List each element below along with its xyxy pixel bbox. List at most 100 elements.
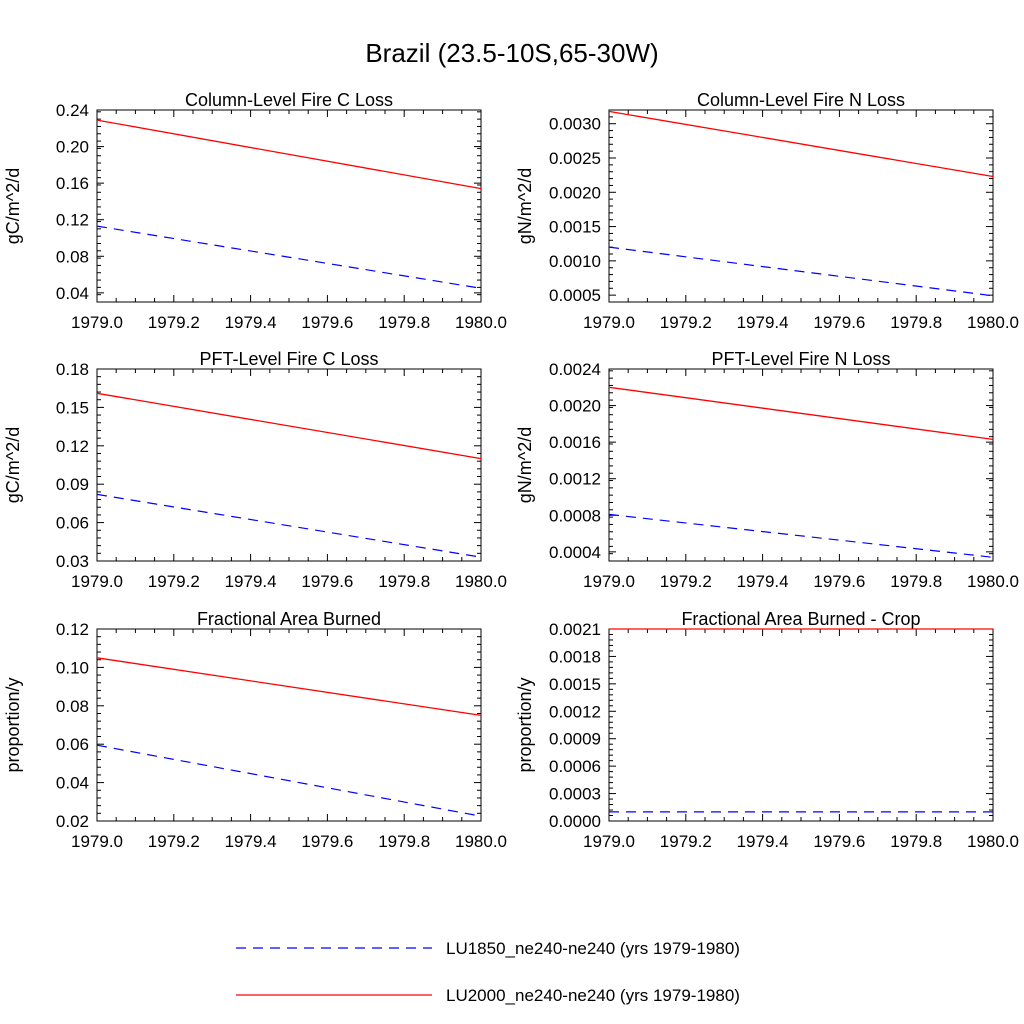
series-line-lu1850 [96,744,482,817]
y-axis-label: proportion/y [515,677,535,772]
x-tick-label: 1980.0 [455,832,507,851]
plot-frame [96,368,482,562]
legend-label-lu1850: LU1850_ne240-ne240 (yrs 1979-1980) [446,939,740,958]
x-tick-label: 1979.2 [148,572,200,591]
x-tick-label: 1979.2 [660,313,712,332]
plot-frame [608,368,994,562]
x-tick-label: 1979.2 [660,572,712,591]
legend-label-lu2000: LU2000_ne240-ne240 (yrs 1979-1980) [446,986,740,1005]
y-tick-label: 0.03 [56,552,89,571]
y-tick-label: 0.0009 [549,730,601,749]
panel-fractional-area-burned: Fractional Area Burned proportion/y 1979.0… [3,609,507,851]
x-tick-label: 1979.8 [378,572,430,591]
x-tick-label: 1979.0 [583,572,635,591]
x-tick-label: 1979.6 [813,313,865,332]
y-tick-label: 0.06 [56,514,89,533]
x-tick-label: 1979.8 [890,313,942,332]
panel-fractional-area-burned-crop: Fractional Area Burned - Crop proportion/… [515,609,1019,851]
y-tick-label: 0.04 [56,774,89,793]
y-tick-label: 0.12 [56,620,89,639]
x-tick-label: 1979.0 [583,832,635,851]
panel-title: PFT-Level Fire C Loss [199,349,378,369]
y-tick-label: 0.0025 [549,149,601,168]
y-tick-label: 0.0010 [549,252,601,271]
x-tick-label: 1979.0 [71,313,123,332]
x-tick-label: 1979.6 [301,572,353,591]
y-tick-label: 0.09 [56,475,89,494]
y-tick-label: 0.18 [56,360,89,379]
series-line-lu2000 [96,657,482,717]
y-tick-label: 0.0021 [549,620,601,639]
y-tick-label: 0.24 [56,101,89,120]
x-tick-label: 1979.4 [737,313,789,332]
y-axis-label: gC/m^2/d [3,168,23,244]
panel-pft-level-fire-n-loss: PFT-Level Fire N Loss gN/m^2/d 1979.0 1979.… [515,349,1019,591]
series-line-lu1850 [608,513,994,558]
x-tick-label: 1979.8 [378,832,430,851]
y-tick-label: 0.20 [56,138,89,157]
y-axis-label: gN/m^2/d [515,168,535,244]
x-tick-label: 1979.4 [225,313,277,332]
plot-frame [608,628,994,822]
x-tick-label: 1979.4 [737,832,789,851]
x-tick-label: 1979.6 [301,832,353,851]
panel-column-level-fire-c-loss: Column-Level Fire C Loss gC/m^2/d 1979.0 19… [3,90,507,332]
x-tick-label: 1979.2 [148,832,200,851]
y-tick-label: 0.12 [56,437,89,456]
x-tick-label: 1979.6 [813,832,865,851]
y-tick-label: 0.0012 [549,470,601,489]
y-axis-label: proportion/y [3,677,23,772]
series-line-lu2000 [608,386,994,441]
series-line-lu2000 [96,392,482,460]
plot-frame [608,109,994,303]
x-tick-label: 1979.8 [378,313,430,332]
x-tick-label: 1979.6 [813,572,865,591]
x-tick-label: 1979.4 [225,572,277,591]
x-tick-label: 1980.0 [967,572,1019,591]
x-tick-label: 1979.6 [301,313,353,332]
y-tick-label: 0.0004 [549,543,601,562]
series-line-lu1850 [608,246,994,297]
x-tick-label: 1979.0 [71,572,123,591]
y-tick-label: 0.06 [56,735,89,754]
x-tick-label: 1980.0 [967,313,1019,332]
y-tick-label: 0.0020 [549,183,601,202]
panel-title: Column-Level Fire C Loss [185,90,393,110]
panel-title: Fractional Area Burned - Crop [681,609,920,629]
y-tick-label: 0.0024 [549,360,601,379]
series-line-lu2000 [96,119,482,190]
y-tick-label: 0.0018 [549,647,601,666]
y-tick-label: 0.12 [56,211,89,230]
y-tick-label: 0.15 [56,398,89,417]
series-line-lu2000 [608,110,994,178]
y-tick-label: 0.0006 [549,757,601,776]
y-tick-label: 0.10 [56,658,89,677]
panel-title: Column-Level Fire N Loss [697,90,905,110]
panel-title: PFT-Level Fire N Loss [711,349,890,369]
panels: Column-Level Fire C Loss gC/m^2/d 1979.0 19… [3,90,1019,851]
y-tick-label: 0.08 [56,247,89,266]
legend: LU1850_ne240-ne240 (yrs 1979-1980) LU200… [236,939,740,1005]
x-tick-label: 1979.8 [890,572,942,591]
panel-pft-level-fire-c-loss: PFT-Level Fire C Loss gC/m^2/d 1979.0 1979.… [3,349,507,591]
y-tick-label: 0.0000 [549,812,601,831]
plot-frame [96,109,482,303]
y-tick-label: 0.0016 [549,433,601,452]
y-tick-label: 0.0015 [549,218,601,237]
figure-title: Brazil (23.5-10S,65-30W) [365,38,658,68]
y-axis-label: gN/m^2/d [515,427,535,503]
y-tick-label: 0.0005 [549,286,601,305]
y-tick-label: 0.0020 [549,397,601,416]
y-tick-label: 0.08 [56,697,89,716]
y-tick-label: 0.0008 [549,506,601,525]
x-tick-label: 1979.4 [737,572,789,591]
y-tick-label: 0.0003 [549,785,601,804]
plot-frame [96,628,482,822]
x-tick-label: 1979.0 [71,832,123,851]
series-line-lu1850 [96,493,482,558]
panel-column-level-fire-n-loss: Column-Level Fire N Loss gN/m^2/d 1979.0 19… [515,90,1019,332]
x-tick-label: 1980.0 [455,313,507,332]
x-tick-label: 1979.2 [660,832,712,851]
y-tick-label: 0.0015 [549,675,601,694]
panel-title: Fractional Area Burned [197,609,381,629]
